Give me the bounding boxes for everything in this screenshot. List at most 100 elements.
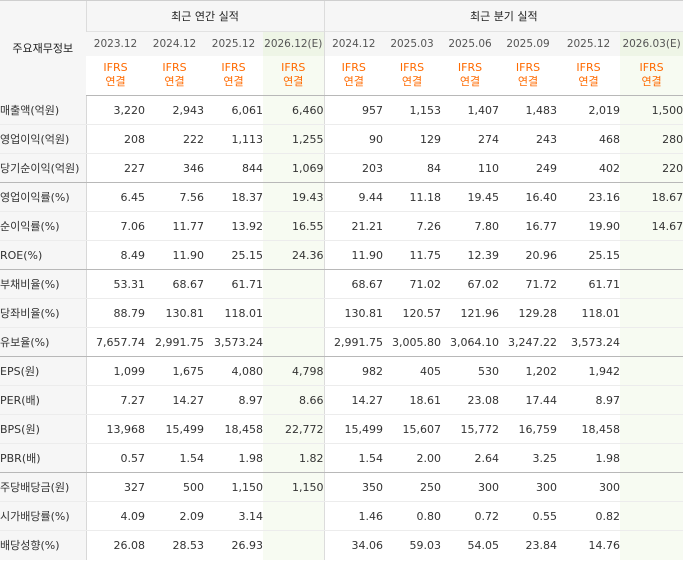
value-cell: 982: [323, 356, 384, 386]
row-label: 주당배당금(원): [0, 472, 87, 502]
table-row: PBR(배) 0.57 1.54 1.98 1.82 1.54 2.00 2.64 3.25 1.…: [0, 443, 684, 473]
value-cell: 12.39: [441, 240, 500, 270]
value-cell: 24.36: [263, 240, 325, 270]
period-header: 2025.06: [441, 31, 500, 56]
value-cell: 13.92: [204, 211, 263, 241]
value-cell: 3.14: [204, 501, 263, 531]
value-cell: 0.80: [383, 501, 442, 531]
value-cell: 1,153: [383, 95, 442, 125]
value-cell: 129.28: [499, 298, 558, 328]
value-cell: 8.66: [263, 385, 325, 415]
value-cell: 130.81: [145, 298, 204, 328]
period-header: 2025.03: [383, 31, 442, 56]
value-cell: 19.43: [263, 182, 325, 212]
value-cell: 18,458: [557, 414, 621, 444]
value-cell: 118.01: [204, 298, 263, 328]
value-cell: 7.06: [86, 211, 145, 241]
value-cell: 90: [323, 124, 384, 154]
value-cell: 68.67: [145, 269, 204, 299]
period-header-row: 2023.12 2024.12 2025.12 2026.12(E) 2024.12 20…: [0, 31, 684, 56]
value-cell: 6,061: [204, 95, 263, 125]
value-cell: 3,064.10: [441, 327, 500, 357]
value-cell: 21.21: [323, 211, 384, 241]
value-cell: 26.93: [231, 538, 264, 552]
value-cell: 61.71: [204, 269, 263, 299]
standard-header: IFRS 연결: [383, 55, 442, 96]
value-cell: 346: [145, 153, 204, 183]
value-cell: 1,255: [263, 124, 325, 154]
value-cell: [263, 327, 325, 357]
period-header: 2025.09: [499, 31, 558, 56]
value-cell: 28.53: [172, 538, 205, 552]
value-cell: 280: [620, 124, 684, 154]
table-row: 영업이익률(%) 6.45 7.56 18.37 19.43 9.44 11.18 19.45…: [0, 182, 684, 212]
value-cell: [620, 501, 684, 531]
value-cell: 11.77: [145, 211, 204, 241]
value-cell: 34.06: [323, 530, 384, 560]
standard-header: IFRS 연결: [557, 55, 621, 96]
value-cell: 67.02: [441, 269, 500, 299]
value-cell: 1.98: [557, 443, 621, 473]
value-cell: 1,483: [499, 95, 558, 125]
standard-ifrs-label: IFRS: [341, 61, 366, 75]
value-cell: 4.09: [86, 501, 145, 531]
value-cell: 1,150: [263, 472, 325, 502]
value-cell: 1.46: [323, 501, 384, 531]
value-cell: 11.90: [145, 240, 204, 270]
standard-consolidated-label: 연결: [641, 75, 662, 89]
value-cell: 54.05: [467, 538, 500, 552]
row-label: PER(배): [0, 385, 87, 415]
period-header: 2023.12: [86, 31, 145, 56]
table-row: BPS(원) 13,968 15,499 18,458 22,772 15,499 15,6…: [0, 414, 684, 444]
table-row: 배당성향(%) 26.08 28.53 26.93 34.06 59.03 54.05 23.…: [0, 530, 684, 560]
value-cell: 15,607: [383, 414, 442, 444]
value-cell: 61.71: [557, 269, 621, 299]
value-cell: 208: [86, 124, 145, 154]
period-header: 2026.03(E): [620, 31, 684, 56]
standard-consolidated-label: 연결: [105, 75, 126, 89]
table-row: 시가배당률(%) 4.09 2.09 3.14 1.46 0.80 0.72 0.55 0.82: [0, 501, 684, 531]
row-label: 당좌비율(%): [0, 298, 87, 328]
row-label: 유보율(%): [0, 327, 87, 357]
table-row: 매출액(억원) 3,220 2,943 6,061 6,460 957 1,153 1,407…: [0, 95, 684, 125]
value-cell: 250: [383, 472, 442, 502]
value-cell: 1.98: [204, 443, 263, 473]
value-cell: 15,499: [323, 414, 384, 444]
standard-consolidated-label: 연결: [459, 75, 481, 89]
value-cell: 3,005.80: [383, 327, 442, 357]
period-header: 2024.12: [145, 31, 204, 56]
value-cell: [620, 240, 684, 270]
value-cell: 243: [499, 124, 558, 154]
standard-consolidated-label: 연결: [164, 75, 185, 89]
value-cell: 2.64: [441, 443, 500, 473]
table-row: 주당배당금(원) 327 500 1,150 1,150 350 250 300 300 300: [0, 472, 684, 502]
value-cell: 8.97: [557, 385, 621, 415]
value-cell: [620, 298, 684, 328]
value-cell: 6.45: [86, 182, 145, 212]
value-cell: 13,968: [86, 414, 145, 444]
value-cell: 19.90: [557, 211, 621, 241]
value-cell: 3.25: [499, 443, 558, 473]
value-cell: 26.08: [113, 538, 146, 552]
row-label: EPS(원): [0, 356, 87, 386]
row-label: PBR(배): [0, 443, 87, 473]
value-cell: 300: [557, 472, 621, 502]
value-cell: [263, 298, 325, 328]
value-cell: 25.15: [204, 240, 263, 270]
value-cell: [620, 385, 684, 415]
value-cell: [263, 530, 325, 560]
value-cell: 249: [499, 153, 558, 183]
value-cell: 8.97: [204, 385, 263, 415]
value-cell: [620, 530, 684, 560]
value-cell: 220: [620, 153, 684, 183]
value-cell: 15,772: [441, 414, 500, 444]
value-cell: 468: [557, 124, 621, 154]
value-cell: 1.82: [263, 443, 325, 473]
standard-consolidated-label: 연결: [343, 75, 364, 89]
value-cell: 1,500: [620, 95, 684, 125]
value-cell: 7.27: [86, 385, 145, 415]
value-cell: 300: [441, 472, 500, 502]
value-cell: 129: [383, 124, 442, 154]
value-cell: 53.31: [86, 269, 145, 299]
